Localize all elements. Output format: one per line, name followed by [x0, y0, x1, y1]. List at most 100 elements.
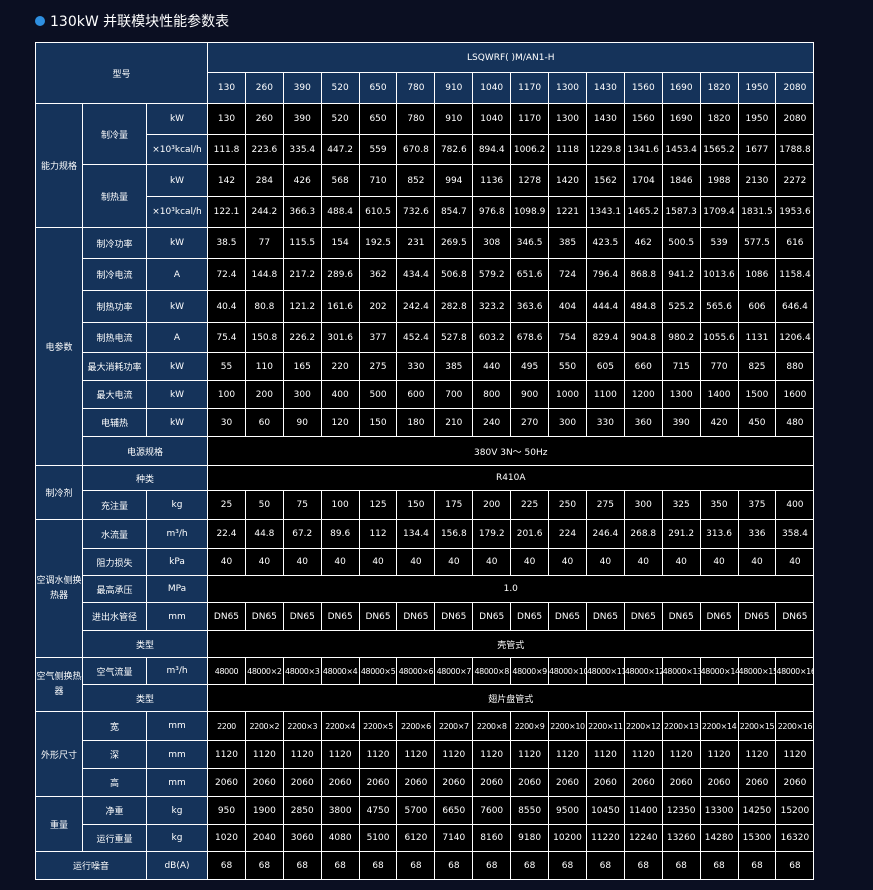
- value-cell: 154: [320, 227, 360, 259]
- model-number-cell: 1690: [661, 72, 701, 104]
- value-cell: 426: [282, 164, 322, 197]
- table-row: ×10³kcal/h 111.8 223.6 335.4 447.2 559 670.8 78…: [36, 134, 815, 165]
- value-cell: 323.2: [472, 290, 512, 323]
- value-cell: DN65: [434, 602, 474, 631]
- table-row: 能力规格 制冷量 kW 130 260 390 520 650 780 910 1040 1170 13…: [35, 103, 815, 228]
- value-cell: 48000×6: [396, 657, 436, 685]
- bullet-dot-icon: [35, 16, 45, 26]
- value-cell: 68: [585, 851, 625, 880]
- table-row: 制冷剂 种类 R410A: [35, 465, 815, 520]
- row-label: 高: [82, 768, 147, 797]
- value-cell: 363.6: [510, 290, 550, 323]
- value-cell: 40: [775, 548, 815, 576]
- value-cell: 1120: [510, 740, 550, 769]
- table-row: 外形尺寸宽 mm 2200 2200×2 2200×3 2200×4 2200×5 2200×…: [35, 711, 815, 797]
- value-cell: 950: [207, 796, 246, 825]
- value-cell: 1120: [396, 740, 436, 769]
- value-cell: 1341.6: [623, 134, 663, 165]
- value-cell: 754: [548, 322, 587, 353]
- value-cell: 1953.6: [775, 196, 815, 228]
- model-number-cell: 390: [282, 72, 322, 104]
- value-cell: 68: [548, 851, 587, 880]
- value-cell: 500: [358, 380, 398, 409]
- value-cell: 770: [699, 352, 739, 381]
- value-cell: 782.6: [434, 134, 474, 165]
- value-cell: 48000: [207, 657, 246, 685]
- table-row: 阻力损失 kPa 40 40 40 40 40 40 40 40 40 40 40 40 40 40 40 40: [36, 548, 815, 576]
- value-cell: 800: [472, 380, 512, 409]
- unit-cell: kPa: [145, 548, 209, 576]
- value-cell: 400: [320, 380, 360, 409]
- value-cell: 68: [320, 851, 360, 880]
- value-cell: 1120: [207, 740, 246, 769]
- value-cell: DN65: [396, 602, 436, 631]
- value-cell: 1120: [320, 740, 360, 769]
- value-cell: 488.4: [320, 196, 360, 228]
- spanning-value-cell: 1.0: [207, 575, 815, 603]
- value-cell: 268.8: [623, 519, 663, 549]
- value-cell: 77: [244, 227, 284, 259]
- value-cell: DN65: [472, 602, 512, 631]
- value-cell: 48000×8: [472, 657, 512, 685]
- value-cell: 420: [699, 408, 739, 437]
- value-cell: 75: [282, 490, 322, 520]
- value-cell: 1158.4: [775, 258, 815, 291]
- value-cell: 480: [775, 408, 815, 437]
- value-cell: 111.8: [207, 134, 246, 165]
- value-cell: 1013.6: [699, 258, 739, 291]
- value-cell: 1278: [510, 164, 550, 197]
- value-cell: 335.4: [282, 134, 322, 165]
- value-cell: 48000×14: [699, 657, 739, 685]
- value-cell: 60: [244, 408, 284, 437]
- model-number-cell: 1560: [623, 72, 663, 104]
- value-cell: 559: [358, 134, 398, 165]
- value-cell: 715: [661, 352, 701, 381]
- value-cell: 1098.9: [510, 196, 550, 228]
- value-cell: 1788.8: [775, 134, 815, 165]
- value-cell: 68: [396, 851, 436, 880]
- unit-cell: MPa: [145, 575, 209, 603]
- value-cell: 600: [396, 380, 436, 409]
- value-cell: 568: [320, 164, 360, 197]
- value-cell: 2060: [775, 768, 815, 797]
- value-cell: 250: [548, 490, 587, 520]
- value-cell: 44.8: [244, 519, 284, 549]
- unit-cell: ×10³kcal/h: [145, 196, 209, 228]
- value-cell: DN65: [585, 602, 625, 631]
- value-cell: 325: [661, 490, 701, 520]
- value-cell: 134.4: [396, 519, 436, 549]
- value-cell: 40: [207, 548, 246, 576]
- table-row: 充注量 kg 25 50 75 100 125 150 175 200 225 250 275 300 32…: [36, 490, 815, 520]
- group-electrical: 电参数: [35, 227, 83, 466]
- value-cell: 270: [510, 408, 550, 437]
- value-cell: 210: [434, 408, 474, 437]
- value-cell: 2060: [434, 768, 474, 797]
- value-cell: 610.5: [358, 196, 398, 228]
- value-cell: 68: [244, 851, 284, 880]
- value-cell: 1120: [472, 740, 512, 769]
- row-label: 最高承压: [82, 575, 147, 603]
- value-cell: 313.6: [699, 519, 739, 549]
- row-label: 类型: [81, 684, 209, 712]
- value-cell: 976.8: [472, 196, 512, 228]
- unit-cell: kg: [145, 824, 209, 852]
- value-cell: 1040: [472, 103, 512, 135]
- value-cell: 2060: [623, 768, 663, 797]
- value-cell: 291.2: [661, 519, 701, 549]
- value-cell: 175: [434, 490, 474, 520]
- value-cell: 780: [396, 103, 436, 135]
- value-cell: 1465.2: [623, 196, 663, 228]
- value-cell: 89.6: [320, 519, 360, 549]
- value-cell: 1006.2: [510, 134, 550, 165]
- value-cell: 606: [737, 290, 777, 323]
- value-cell: 1229.8: [585, 134, 625, 165]
- value-cell: DN65: [699, 602, 739, 631]
- value-cell: 7140: [434, 824, 474, 852]
- row-label: 制热功率: [82, 290, 147, 323]
- value-cell: 48000×13: [661, 657, 701, 685]
- value-cell: 423.5: [585, 227, 625, 259]
- value-cell: 40.4: [207, 290, 246, 323]
- unit-cell: kg: [145, 490, 209, 520]
- value-cell: DN65: [623, 602, 663, 631]
- value-cell: 1709.4: [699, 196, 739, 228]
